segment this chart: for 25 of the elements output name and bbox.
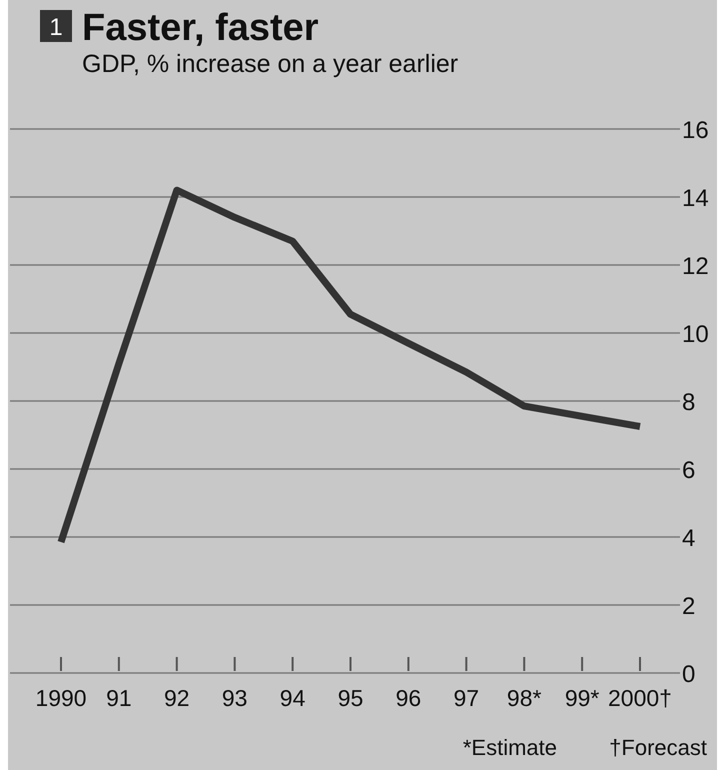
text: *Estimate: [462, 735, 557, 760]
text: †Forecast: [609, 735, 707, 760]
x-tick-label: 99*: [564, 685, 600, 711]
x-tick-label: 94: [280, 685, 306, 711]
x-tick-label: 98*: [506, 685, 542, 711]
x-tick-label: 97: [454, 685, 480, 711]
y-tick-label: 14: [682, 185, 709, 212]
x-tick-label: 93: [222, 685, 248, 711]
x-tick-label: 2000†: [608, 685, 672, 711]
y-tick-label: 6: [682, 457, 696, 484]
x-tick-label: 96: [396, 685, 422, 711]
chart-title: Faster, faster: [82, 7, 319, 49]
y-tick-label: 12: [682, 253, 709, 280]
y-tick-label: 4: [682, 525, 696, 552]
y-tick-label: 8: [682, 389, 696, 416]
y-tick-label: 0: [682, 661, 696, 688]
y-tick-label: 10: [682, 321, 709, 348]
y-tick-label: 16: [682, 117, 709, 144]
chart-subtitle: GDP, % increase on a year earlier: [82, 50, 458, 78]
text: 1: [49, 14, 63, 41]
x-tick-label: 92: [164, 685, 190, 711]
x-tick-label: 1990: [35, 685, 87, 711]
x-tick-label: 91: [106, 685, 132, 711]
y-tick-label: 2: [682, 593, 696, 620]
x-tick-label: 95: [338, 685, 364, 711]
